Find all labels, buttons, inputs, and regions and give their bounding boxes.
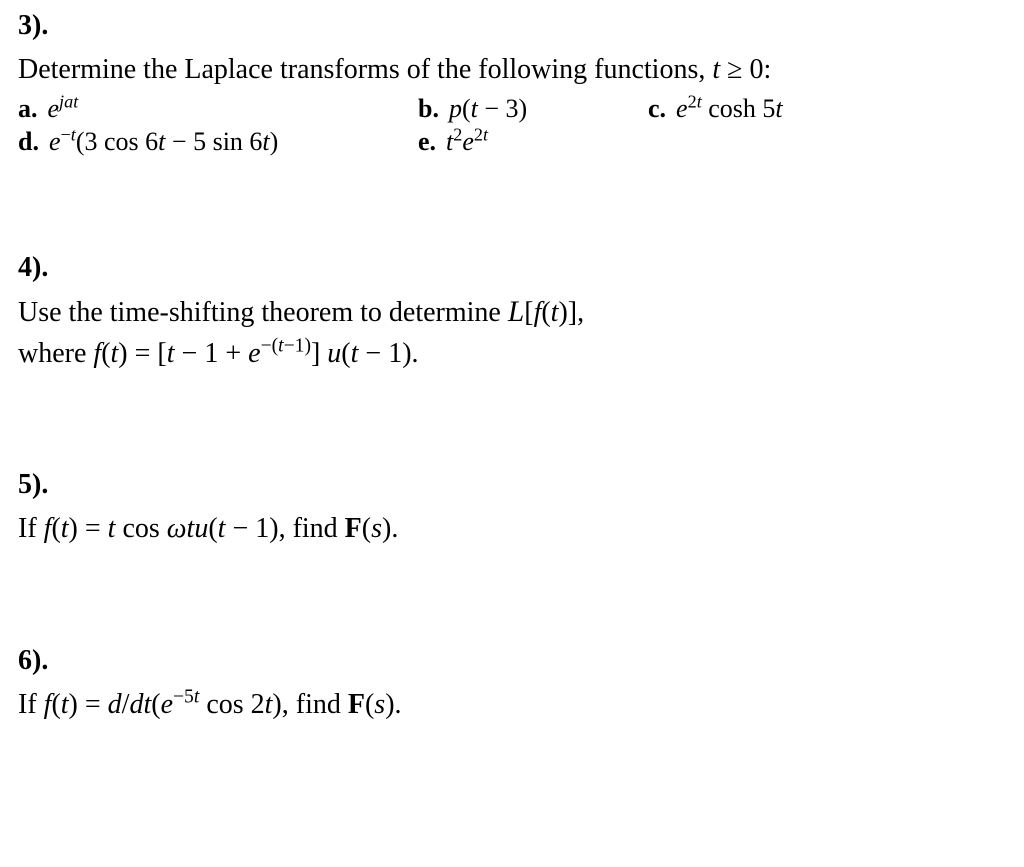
q6-line: If f(t) = d/dt(e−5t cos 2t), find F(s). [18, 687, 1006, 723]
q4-number: 4). [18, 250, 1006, 286]
q3-item-d-label: d. [18, 125, 39, 158]
page: 3). Determine the Laplace transforms of … [0, 0, 1024, 745]
q5-line: If f(t) = t cos ωtu(t − 1), find F(s). [18, 511, 1006, 547]
q3-item-c-label: c. [648, 92, 666, 125]
q3-item-d: d. e−t(3 cos 6t − 5 sin 6t) [18, 125, 418, 158]
q3-item-e-label: e. [418, 125, 436, 158]
q3-item-b-math: p(t − 3) [449, 92, 527, 125]
q3-prompt-math: t ≥ 0: [712, 54, 771, 85]
q3-number: 3). [18, 8, 1006, 44]
q3-row1: a. ejat b. p(t − 3) c. e2t cosh 5t [18, 92, 1006, 125]
q3-item-b: b. p(t − 3) [418, 92, 648, 125]
q3-item-a-math: ejat [48, 92, 79, 125]
q3-item-a-label: a. [18, 92, 38, 125]
q5-number: 5). [18, 467, 1006, 503]
q3-item-d-math: e−t(3 cos 6t − 5 sin 6t) [49, 125, 278, 158]
q3-item-c: c. e2t cosh 5t [648, 92, 908, 125]
q3-item-a: a. ejat [18, 92, 418, 125]
q6-number: 6). [18, 643, 1006, 679]
q4-line2: where f(t) = [t − 1 + e−(t−1)] u(t − 1). [18, 336, 1006, 372]
q3-prompt-text: Determine the Laplace transforms of the … [18, 54, 712, 85]
q3-item-e-math: t2e2t [446, 125, 488, 158]
q3-row2: d. e−t(3 cos 6t − 5 sin 6t) e. t2e2t [18, 125, 1006, 158]
q3-item-c-math: e2t cosh 5t [676, 92, 783, 125]
q3-prompt: Determine the Laplace transforms of the … [18, 52, 1006, 88]
q3-item-b-label: b. [418, 92, 439, 125]
q3-item-e: e. t2e2t [418, 125, 648, 158]
q4-line1: Use the time-shifting theorem to determi… [18, 294, 1006, 332]
